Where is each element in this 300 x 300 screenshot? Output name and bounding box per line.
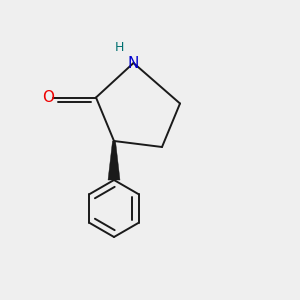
Text: H: H <box>114 41 124 54</box>
Polygon shape <box>108 141 120 180</box>
Text: N: N <box>128 56 139 70</box>
Text: O: O <box>42 90 54 105</box>
